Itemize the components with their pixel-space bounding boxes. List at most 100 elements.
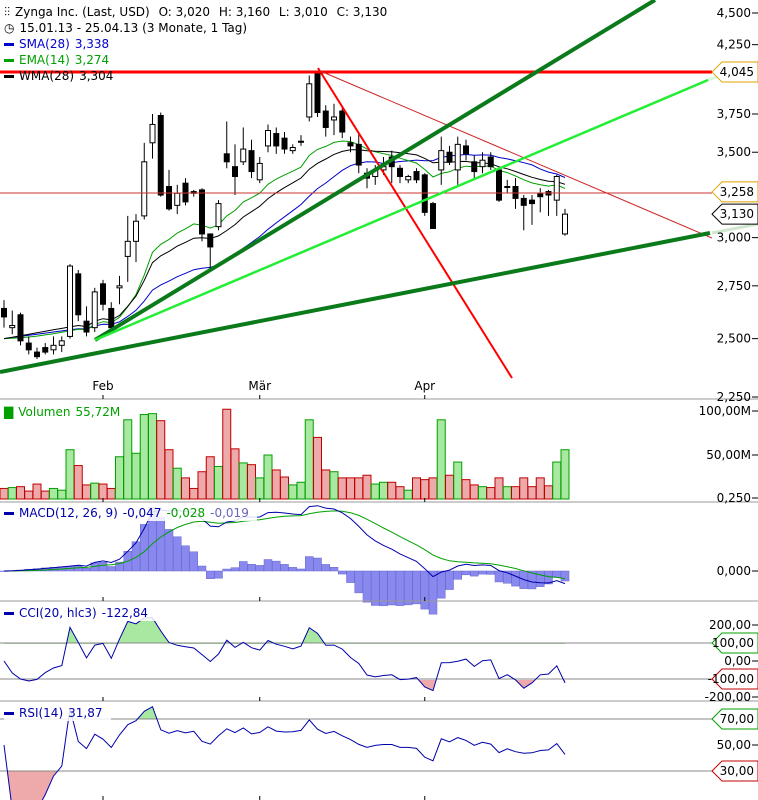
cci-level-tag: 100,00: [712, 636, 754, 650]
volume-bar: [486, 487, 496, 500]
candle-body: [116, 285, 123, 289]
candle-body: [405, 175, 412, 181]
macd-hist-bar: [156, 516, 165, 572]
price-axis-label: 3,000: [717, 231, 751, 245]
macd-axis-label: 0,250: [717, 491, 751, 505]
candle-body: [174, 192, 181, 206]
downtrend-thin-line[interactable]: [317, 69, 712, 239]
macd-hist-bar: [338, 570, 347, 575]
volume-bar: [222, 408, 232, 500]
volume-bars-icon: ▇: [4, 405, 14, 419]
volume-bar: [387, 481, 397, 500]
volume-bar: [362, 474, 372, 500]
legend-rsi[interactable]: RSI(14) 31,87: [4, 705, 111, 721]
macd-hist-value: -0,019: [210, 506, 249, 520]
candle-body: [265, 129, 271, 147]
rsi-level-tag: 30,00: [720, 764, 754, 778]
volume-bar: [313, 436, 322, 500]
macd-hist-bar: [288, 567, 297, 572]
legend-volume[interactable]: ▇ Volumen 55,72M: [4, 404, 125, 420]
candle-body: [347, 142, 354, 147]
legend-macd[interactable]: MACD(12, 26, 9) -0,047 -0,028 -0,019: [4, 505, 257, 521]
candle-body: [281, 137, 288, 150]
sma-line: [3, 153, 566, 340]
macd-hist-bar: [387, 570, 396, 606]
legend-sma[interactable]: SMA(28) 3,338: [4, 36, 114, 52]
macd-hist-bar: [395, 570, 405, 606]
rsi-level-tag-box: [711, 760, 758, 782]
volume-axis-label: 100,00M: [699, 404, 751, 418]
cci-axis-label: 200,00: [709, 618, 751, 632]
macd-hist-bar: [239, 561, 248, 572]
macd-hist-bar: [206, 570, 215, 579]
volume-bar: [420, 479, 430, 500]
volume-bar: [288, 484, 298, 500]
candle-body: [446, 151, 453, 163]
volume-bar: [238, 462, 248, 500]
price-axis-label: 4,500: [717, 6, 751, 20]
macd-hist-bar: [420, 570, 429, 610]
price-axis-label: 3,750: [717, 107, 751, 121]
price-axis-label: 3,500: [717, 145, 751, 159]
candle-body: [306, 83, 313, 118]
settings-icon[interactable]: ⫶⫶: [4, 5, 11, 19]
price-tag: 3,258: [720, 185, 754, 199]
price-panel: [1, 71, 568, 359]
uptrend-lower-line[interactable]: [0, 231, 711, 374]
volume-bar: [354, 477, 364, 500]
macd-hist-bar: [478, 570, 487, 575]
volume-bar: [7, 487, 17, 500]
macd-hist-bar: [329, 567, 339, 572]
volume-bar: [214, 465, 223, 500]
volume-bar: [24, 490, 34, 500]
rsi-value: 31,87: [68, 706, 103, 720]
candle-body: [289, 146, 296, 152]
candle-body: [355, 143, 362, 166]
downtrend-steep-line[interactable]: [317, 67, 513, 379]
volume-bar: [461, 479, 471, 500]
macd-hist-bar: [346, 570, 355, 583]
macd-signal-value: -0,028: [166, 506, 206, 520]
date-range: ◷ 15.01.13 - 25.04.13 (3 Monate, 1 Tag): [4, 20, 252, 36]
volume-bar: [139, 414, 149, 500]
macd-hist-bar: [173, 536, 182, 572]
candle-body: [25, 342, 32, 351]
macd-line: [3, 505, 566, 585]
uptrend-steep-line[interactable]: [93, 0, 657, 342]
volume-bar: [511, 486, 520, 500]
macd-label: MACD(12, 26, 9): [19, 506, 118, 520]
candle-body: [421, 174, 428, 213]
sma-label: SMA(28): [19, 37, 70, 51]
volume-bar: [412, 477, 421, 500]
price-axis-label: 2,250: [717, 390, 751, 404]
uptrend-light-line[interactable]: [94, 78, 709, 342]
clock-icon: ◷: [4, 21, 15, 35]
legend-cci[interactable]: CCI(20, hlc3) -122,84: [4, 605, 157, 621]
macd-hist-bar: [255, 565, 264, 572]
volume-bar: [271, 469, 281, 500]
low-value: L: 3,010: [278, 5, 328, 19]
candle-body: [34, 351, 40, 358]
price-axis-label: 2,500: [717, 332, 751, 346]
volume-bar: [280, 476, 289, 500]
volume-bar: [527, 486, 537, 500]
macd-hist-bar: [362, 570, 372, 603]
volume-bar: [106, 487, 116, 500]
legend-wma[interactable]: WMA(28) 3,304: [4, 68, 118, 84]
candle-body: [256, 162, 263, 181]
macd-hist-bar: [428, 570, 438, 615]
macd-hist-bar: [445, 570, 454, 590]
volume-value: 55,72M: [75, 405, 121, 419]
candle-body: [553, 175, 560, 201]
legend-ema[interactable]: EMA(14) 3,274: [4, 52, 114, 68]
macd-axis-label: 0,000: [717, 564, 751, 578]
close-value: C: 3,130: [336, 5, 388, 19]
volume-label: Volumen: [18, 405, 71, 419]
volume-bar: [560, 449, 570, 500]
uptrend-lower-extension: [711, 222, 758, 235]
candle-body: [397, 167, 403, 177]
macd-hist-bar: [313, 557, 322, 572]
candle-body: [157, 114, 164, 196]
volume-bar: [16, 486, 25, 500]
